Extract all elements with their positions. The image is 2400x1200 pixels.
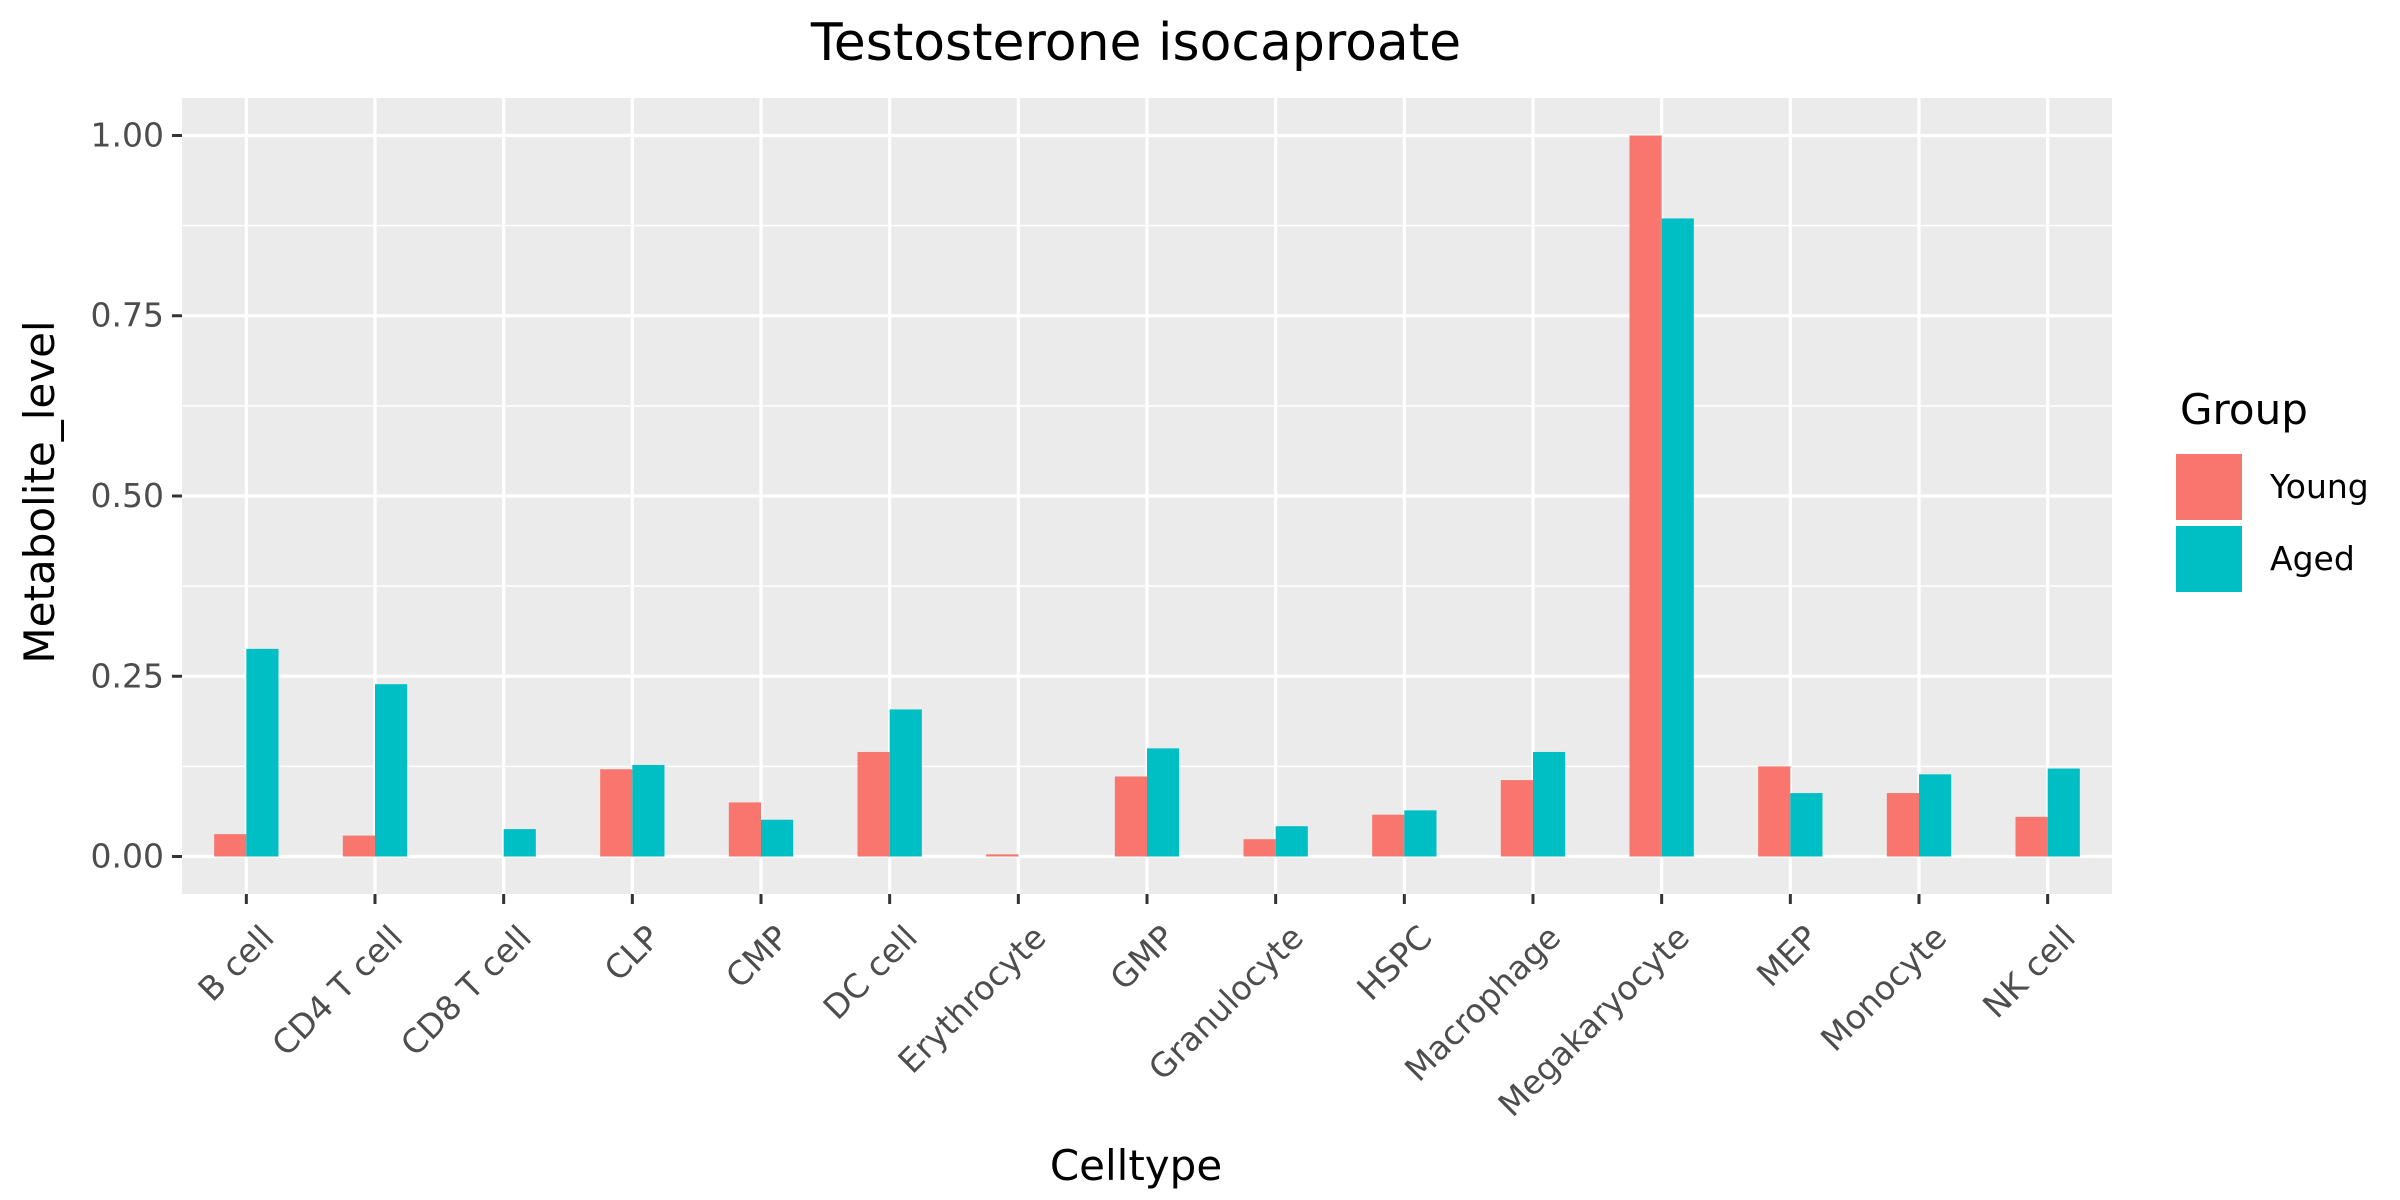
x-tick-label: MEP [1749, 918, 1826, 995]
bars [214, 135, 2080, 857]
bar-young-cmp [728, 802, 761, 857]
x-tick-label: CD8 T cell [393, 918, 539, 1064]
bar-young-b-cell [214, 834, 247, 857]
bar-young-clp [600, 769, 633, 857]
y-tick-label: 0.75 [91, 296, 164, 335]
y-tick-label: 1.00 [91, 115, 164, 154]
y-axis-title: Metabolite_level [15, 320, 64, 663]
x-tick-label: CD4 T cell [264, 918, 410, 1064]
chart-title: Testosterone isocaproate [810, 13, 1461, 73]
bar-aged-monocyte [1919, 774, 1952, 857]
legend: Group Young Aged [2176, 385, 2369, 592]
bar-young-megakaryocyte [1629, 135, 1662, 857]
bar-young-macrophage [1500, 780, 1533, 857]
bar-aged-dc-cell [889, 709, 922, 857]
legend-key-aged [2176, 526, 2242, 592]
bar-aged-nk-cell [2047, 768, 2080, 857]
y-tick-label: 0.00 [91, 837, 164, 876]
bar-young-cd4-t-cell [342, 835, 375, 857]
y-tick-label: 0.25 [91, 656, 164, 695]
bar-aged-hspc [1404, 810, 1437, 857]
x-tick-label: CMP [718, 918, 796, 996]
x-tick-label: DC cell [815, 918, 924, 1027]
bar-young-monocyte [1886, 793, 1919, 857]
bar-aged-macrophage [1533, 751, 1566, 857]
bar-young-dc-cell [857, 751, 890, 857]
bar-aged-gmp [1147, 748, 1180, 857]
bar-aged-cd4-t-cell [375, 684, 408, 857]
bar-aged-cd8-t-cell [503, 829, 536, 857]
legend-label-aged: Aged [2270, 539, 2355, 578]
legend-label-young: Young [2269, 467, 2369, 506]
bar-aged-clp [632, 764, 665, 857]
y-axis: 0.00 0.25 0.50 0.75 1.00 [91, 115, 182, 876]
x-tick-label: B cell [190, 918, 281, 1009]
bar-young-mep [1758, 766, 1791, 857]
bar-young-gmp [1114, 776, 1147, 857]
legend-key-young [2176, 454, 2242, 520]
bar-aged-megakaryocyte [1661, 218, 1694, 857]
bar-young-erythrocyte [986, 854, 1019, 857]
plot-panel [182, 98, 2112, 894]
x-axis-title: Celltype [1050, 1141, 1222, 1190]
legend-title: Group [2180, 385, 2308, 434]
bar-young-granulocyte [1243, 839, 1276, 857]
x-tick-label: GMP [1102, 918, 1182, 998]
x-tick-label: CLP [597, 918, 668, 989]
bar-aged-mep [1790, 793, 1823, 857]
y-tick-label: 0.50 [91, 476, 164, 515]
bar-aged-b-cell [246, 648, 279, 857]
x-tick-label: Monocyte [1813, 918, 1954, 1059]
bar-young-hspc [1372, 814, 1405, 857]
bar-aged-granulocyte [1275, 826, 1308, 857]
x-tick-label: HSPC [1349, 918, 1439, 1008]
bar-young-nk-cell [2015, 816, 2048, 857]
bar-aged-cmp [761, 819, 794, 857]
x-tick-label: NK cell [1975, 918, 2083, 1026]
